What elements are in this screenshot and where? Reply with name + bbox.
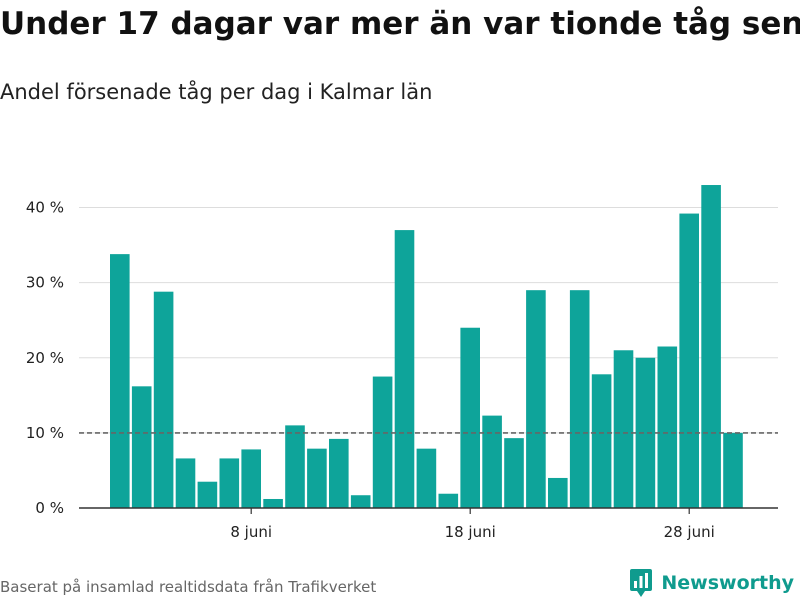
bar	[219, 458, 240, 508]
y-tick-label: 0 %	[35, 499, 64, 517]
bar	[241, 449, 261, 508]
y-tick-label: 40 %	[26, 199, 64, 217]
y-tick-label: 20 %	[26, 349, 64, 367]
bar	[504, 438, 524, 508]
bar	[153, 291, 174, 508]
bar	[394, 230, 415, 509]
y-tick-label: 10 %	[26, 424, 64, 442]
bar	[482, 415, 502, 508]
y-tick-label: 30 %	[26, 274, 64, 292]
brand-name: Newsworthy	[661, 572, 794, 594]
bar	[438, 493, 459, 508]
bar	[307, 448, 327, 508]
bar	[723, 432, 743, 508]
bar	[416, 448, 437, 508]
x-tick-label: 8 juni	[230, 523, 272, 541]
bar	[591, 374, 612, 508]
bar	[175, 458, 196, 508]
bar	[635, 357, 656, 508]
chart-subtitle: Andel försenade tåg per dag i Kalmar län	[0, 80, 433, 104]
bar	[372, 376, 393, 508]
bar	[197, 481, 218, 508]
source-note: Baserat på insamlad realtidsdata från Tr…	[0, 578, 377, 596]
x-axis-tick-labels: 8 juni 18 juni 28 juni	[230, 508, 715, 541]
bar	[657, 346, 678, 508]
bar	[131, 386, 152, 508]
bar	[548, 477, 568, 508]
bar	[285, 425, 305, 508]
y-axis-tick-labels: 0 % 10 % 20 % 30 % 40 %	[26, 199, 64, 517]
bar-chart: 0 % 10 % 20 % 30 % 40 % 8 juni 18 juni 28 juni	[26, 185, 778, 541]
bar	[350, 495, 371, 508]
chart-title: Under 17 dagar var mer än var tionde tåg…	[0, 6, 800, 42]
newsworthy-logo-icon	[630, 569, 653, 597]
x-tick-label: 18 juni	[445, 523, 496, 541]
bars	[110, 185, 743, 509]
bar	[679, 213, 699, 508]
bar	[460, 327, 480, 508]
bar	[329, 438, 349, 508]
brand-logo: Newsworthy	[629, 568, 794, 598]
x-tick-label: 28 juni	[664, 523, 715, 541]
bar	[263, 498, 283, 508]
bar	[110, 254, 130, 508]
bar	[613, 350, 634, 508]
bar	[569, 290, 590, 508]
bar	[701, 185, 721, 508]
bar	[526, 290, 546, 508]
